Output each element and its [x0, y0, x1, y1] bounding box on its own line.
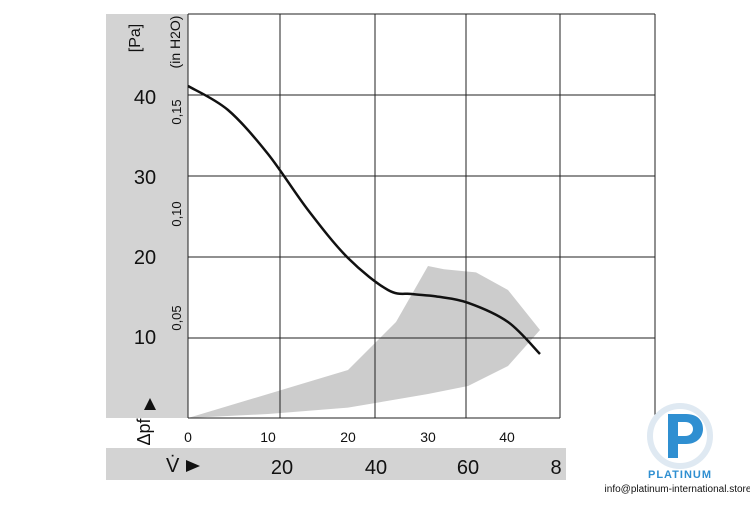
x-tick-40: 40 [499, 429, 515, 445]
x2-tick-60: 60 [457, 457, 479, 479]
y2-tick-005: 0,05 [169, 305, 184, 330]
x-tick-10: 10 [260, 429, 276, 445]
logo-ring-icon [647, 403, 713, 469]
y2-tick-015: 0,15 [169, 99, 184, 124]
y-axis-label: Δpf [134, 417, 154, 445]
plot-area [187, 13, 656, 419]
y-axis-arrow-icon [144, 398, 156, 410]
x-tick-0: 0 [184, 429, 192, 445]
platinum-logo: PLATINUM info@platinum-international.sto… [605, 403, 750, 495]
x2-tick-40: 40 [365, 457, 387, 479]
operating-region [188, 266, 540, 418]
y-tick-10: 10 [134, 327, 156, 349]
x-axis-band [106, 448, 566, 480]
y-tick-40: 40 [134, 87, 156, 109]
logo-p-icon [668, 414, 703, 458]
y2-tick-010: 0,10 [169, 201, 184, 226]
y-unit-pa: [Pa] [127, 24, 144, 52]
y-tick-20: 20 [134, 247, 156, 269]
x-axis-label: V̇ [166, 455, 180, 477]
y-tick-30: 30 [134, 167, 156, 189]
logo-email: info@platinum-international.store [605, 484, 750, 495]
characteristic-curve [187, 84, 541, 355]
x-axis-arrow-icon [186, 460, 200, 472]
x2-tick-8: 8 [550, 457, 561, 479]
x-tick-30: 30 [420, 429, 436, 445]
x-tick-20: 20 [340, 429, 356, 445]
y-axis-band [106, 14, 188, 418]
x2-tick-20: 20 [271, 457, 293, 479]
y-unit-inh2o: (in H2O) [167, 16, 183, 69]
logo-brand: PLATINUM [648, 469, 712, 481]
